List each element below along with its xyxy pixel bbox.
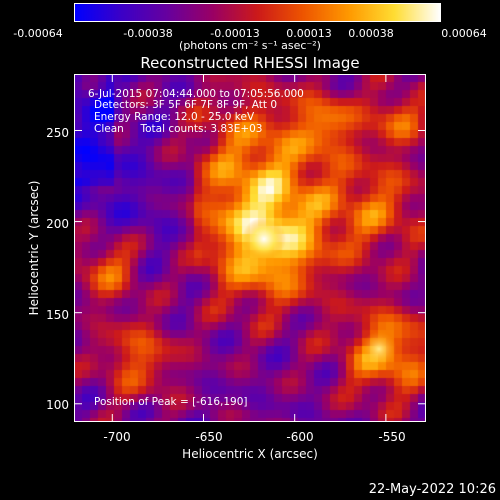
detectors-annotation: Detectors: 3F 5F 6F 7F 8F 9F, Att 0	[94, 99, 278, 111]
x-tick-label: -700	[103, 430, 131, 444]
energy-range-annotation: Energy Range: 12.0 - 25.0 keV	[94, 111, 255, 123]
colorbar-tick: -0.00038	[123, 27, 173, 40]
plot-title: Reconstructed RHESSI Image	[140, 54, 360, 72]
y-tick-label: 150	[46, 308, 69, 322]
x-tick-label: -650	[195, 430, 223, 444]
colorbar	[74, 3, 441, 22]
colorbar-tick: 0.00064	[441, 27, 487, 40]
x-tick-label: -550	[378, 430, 406, 444]
plot-frame	[74, 74, 426, 422]
peak-position-annotation: Position of Peak = [-616,190]	[94, 396, 248, 408]
colorbar-tick: 0.00013	[286, 27, 332, 40]
colorbar-tick: -0.00064	[13, 27, 63, 40]
y-axis-label: Heliocentric Y (arcsec)	[27, 180, 41, 316]
time-range-annotation: 6-Jul-2015 07:04:44.000 to 07:05:56.000	[88, 88, 304, 100]
image-plot-area: 6-Jul-2015 07:04:44.000 to 07:05:56.000 …	[74, 74, 426, 422]
rhessi-image	[74, 74, 426, 422]
clean-counts-annotation: Clean Total counts: 3.83E+03	[94, 123, 263, 135]
y-tick-label: 100	[46, 398, 69, 412]
x-tick-label: -600	[286, 430, 314, 444]
y-tick-label: 250	[46, 126, 69, 140]
y-tick-label: 200	[46, 217, 69, 231]
colorbar-unit-label: (photons cm⁻² s⁻¹ asec⁻²)	[179, 39, 321, 52]
colorbar-tick: -0.00013	[210, 27, 260, 40]
x-axis-label: Heliocentric X (arcsec)	[182, 447, 318, 461]
colorbar-tick: 0.00038	[348, 27, 394, 40]
timestamp: 22-May-2022 10:26	[368, 482, 496, 497]
